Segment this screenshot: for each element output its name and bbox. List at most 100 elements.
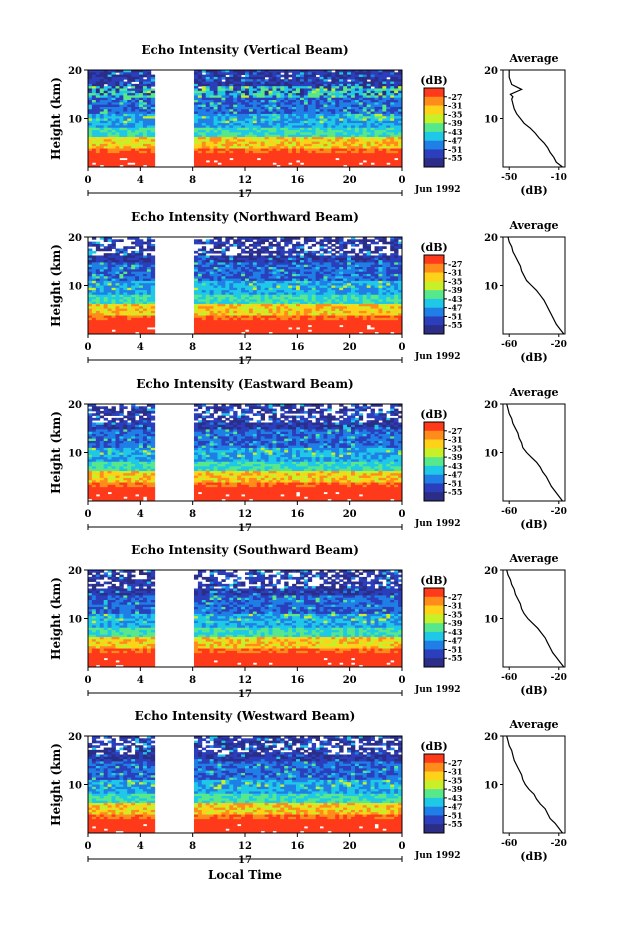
heatmap-cell bbox=[292, 278, 297, 282]
heatmap-cell bbox=[327, 136, 332, 140]
heatmap-cell bbox=[225, 153, 230, 156]
heatmap-cell bbox=[95, 283, 101, 286]
heatmap-cell bbox=[339, 153, 344, 156]
heatmap-cell bbox=[221, 327, 226, 330]
heatmap-cell bbox=[115, 113, 120, 117]
heatmap-cell bbox=[193, 104, 199, 108]
heatmap-cell bbox=[343, 90, 348, 94]
heatmap-cell bbox=[150, 76, 156, 80]
heatmap-cell bbox=[284, 132, 289, 136]
heatmap-cell bbox=[217, 136, 222, 140]
heatmap-cell bbox=[358, 155, 364, 159]
heatmap-cell bbox=[111, 160, 116, 163]
heatmap-cell bbox=[146, 76, 152, 80]
heatmap-cell bbox=[339, 143, 344, 147]
heatmap-cell bbox=[288, 160, 293, 163]
heatmap-cell bbox=[142, 285, 148, 289]
heatmap-cell bbox=[225, 130, 230, 133]
heatmap-cell bbox=[362, 76, 368, 80]
heatmap-cell bbox=[88, 280, 93, 284]
heatmap-cell bbox=[229, 106, 234, 110]
heatmap-cell bbox=[139, 278, 144, 282]
heatmap-cell bbox=[233, 299, 238, 303]
heatmap-cell bbox=[213, 70, 218, 73]
heatmap-cell bbox=[233, 313, 238, 316]
heatmap-cell bbox=[276, 269, 281, 273]
heatmap-cell bbox=[225, 331, 230, 335]
heatmap-cell bbox=[299, 86, 305, 89]
heatmap-cell bbox=[378, 132, 383, 136]
heatmap-cell bbox=[245, 146, 250, 149]
heatmap-cell bbox=[229, 70, 234, 73]
heatmap-cell bbox=[146, 72, 152, 76]
heatmap-cell bbox=[394, 164, 399, 168]
heatmap-cell bbox=[201, 303, 207, 307]
heatmap-cell bbox=[91, 157, 97, 161]
heatmap-cell bbox=[386, 109, 391, 112]
heatmap-cell bbox=[248, 83, 254, 87]
heatmap-cell bbox=[394, 127, 399, 131]
heatmap-cell bbox=[327, 76, 332, 80]
heatmap-cell bbox=[296, 246, 301, 249]
heatmap-cell bbox=[323, 290, 328, 293]
heatmap-cell bbox=[193, 113, 199, 117]
heatmap-cell bbox=[303, 301, 309, 305]
heatmap-cell bbox=[276, 153, 281, 156]
heatmap-cell bbox=[146, 264, 152, 268]
heatmap-cell bbox=[197, 299, 203, 303]
heatmap-cell bbox=[260, 86, 266, 89]
heatmap-cell bbox=[119, 299, 124, 303]
heatmap-cell bbox=[347, 104, 352, 108]
heatmap-cell bbox=[201, 273, 207, 277]
heatmap-cell bbox=[260, 109, 266, 112]
heatmap-cell bbox=[225, 246, 230, 249]
heatmap-cell bbox=[284, 243, 289, 247]
heatmap-cell bbox=[358, 109, 364, 112]
heatmap-cell bbox=[205, 250, 211, 254]
heatmap-cell bbox=[111, 313, 116, 316]
heatmap-cell bbox=[107, 271, 112, 275]
heatmap-cell bbox=[241, 109, 246, 112]
heatmap-cell bbox=[95, 315, 101, 319]
heatmap-cell bbox=[311, 143, 317, 147]
heatmap-cell bbox=[268, 315, 273, 319]
heatmap-cell bbox=[111, 76, 116, 80]
heatmap-cell bbox=[331, 253, 336, 256]
heatmap-cell bbox=[221, 150, 226, 154]
heatmap-cell bbox=[193, 264, 199, 268]
heatmap-cell bbox=[260, 297, 266, 300]
heatmap-cell bbox=[209, 157, 215, 161]
heatmap-cell bbox=[307, 239, 313, 243]
heatmap-cell bbox=[248, 255, 254, 259]
heatmap-cell bbox=[319, 153, 324, 156]
heatmap-cell bbox=[248, 324, 254, 328]
heatmap-cell bbox=[107, 118, 112, 122]
heatmap-cell bbox=[394, 139, 399, 142]
heatmap-cell bbox=[201, 95, 207, 99]
heatmap-cell bbox=[272, 287, 277, 291]
heatmap-cell bbox=[398, 136, 403, 140]
heatmap-cell bbox=[233, 132, 238, 136]
heatmap-cell bbox=[95, 276, 101, 279]
heatmap-cell bbox=[209, 118, 215, 122]
heatmap-cell bbox=[366, 141, 372, 145]
heatmap-cell bbox=[260, 76, 266, 80]
heatmap-cell bbox=[248, 123, 254, 126]
heatmap-cell bbox=[354, 113, 360, 117]
heatmap-cell bbox=[319, 111, 324, 115]
heatmap-cell bbox=[339, 97, 344, 101]
heatmap-cell bbox=[307, 102, 313, 106]
heatmap-cell bbox=[111, 164, 116, 168]
heatmap-cell bbox=[237, 97, 242, 101]
heatmap-cell bbox=[119, 260, 124, 263]
heatmap-cell bbox=[241, 127, 246, 131]
heatmap-cell bbox=[237, 313, 242, 316]
heatmap-cell bbox=[142, 132, 148, 136]
heatmap-cell bbox=[378, 162, 383, 166]
heatmap-cell bbox=[398, 109, 403, 112]
heatmap-cell bbox=[339, 79, 344, 82]
heatmap-cell bbox=[296, 280, 301, 284]
heatmap-cell bbox=[319, 262, 324, 266]
heatmap-cell bbox=[307, 255, 313, 259]
heatmap-cell bbox=[280, 153, 285, 156]
